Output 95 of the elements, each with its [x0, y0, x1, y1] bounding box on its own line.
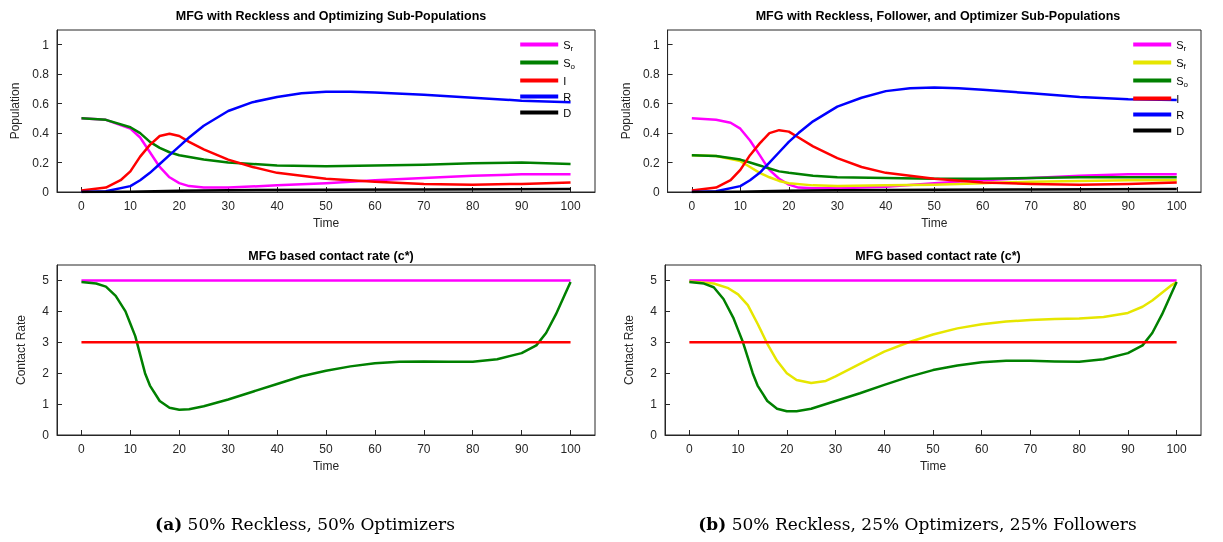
x-axis-title: Time [919, 458, 947, 473]
x-tick-label: 100 [1166, 442, 1187, 456]
y-tick-label: 2 [42, 366, 50, 381]
x-tick-label: 40 [879, 199, 893, 213]
x-tick-label: 90 [514, 199, 529, 213]
x-tick-label: 40 [877, 442, 892, 456]
x-tick-label: 10 [123, 442, 138, 456]
x-tick-label: 50 [319, 442, 333, 456]
y-axis-title: Population [619, 82, 633, 140]
x-tick-label: 40 [270, 442, 285, 456]
y-tick-label: 0 [42, 185, 50, 199]
x-tick-label: 70 [417, 199, 431, 213]
x-tick-label: 20 [780, 442, 794, 456]
x-tick-label: 70 [417, 442, 431, 456]
chart-title: MFG with Reckless, Follower, and Optimizer Sub-Populations [755, 8, 1121, 23]
x-tick-label: 50 [319, 199, 333, 213]
y-axis-title: Population [8, 82, 23, 140]
line-series [80, 132, 572, 192]
x-tick-label: 100 [1166, 199, 1188, 213]
x-tick-label: 60 [976, 199, 990, 213]
x-tick-label: 10 [731, 442, 746, 456]
x-tick-label: 60 [368, 442, 382, 456]
y-tick-label: 0.6 [32, 96, 50, 111]
y-tick-label: 4 [42, 304, 50, 319]
legend-label: R [1176, 108, 1185, 121]
x-tick-label: 20 [172, 199, 187, 213]
x-tick-label: 0 [688, 199, 696, 213]
y-tick-label: 0.2 [642, 155, 660, 170]
y-tick-label: 4 [650, 304, 658, 319]
y-tick-label: 0 [42, 428, 50, 442]
x-tick-label: 20 [782, 199, 796, 213]
y-tick-label: 3 [650, 335, 658, 350]
y-tick-label: 3 [42, 335, 50, 350]
y-tick-label: 5 [42, 273, 50, 288]
y-tick-label: 0.8 [32, 67, 50, 82]
x-tick-label: 0 [686, 442, 694, 456]
x-tick-label: 10 [123, 199, 138, 213]
x-tick-label: 60 [975, 442, 989, 456]
x-tick-label: 70 [1023, 442, 1038, 456]
x-axis-title: Time [312, 458, 340, 473]
x-tick-label: 0 [78, 199, 86, 213]
x-tick-label: 20 [172, 442, 187, 456]
y-tick-label: 1 [42, 37, 50, 52]
y-axis-title: Contact Rate [14, 314, 28, 386]
x-tick-label: 30 [221, 199, 236, 213]
x-tick-label: 80 [466, 442, 480, 456]
line-series [688, 280, 1178, 413]
x-tick-label: 40 [270, 199, 285, 213]
y-tick-label: 1 [650, 397, 658, 412]
y-tick-label: 1 [652, 37, 660, 52]
x-tick-label: 0 [78, 442, 86, 456]
line-series [690, 153, 1178, 180]
x-tick-label: 80 [466, 199, 480, 213]
x-tick-label: 100 [560, 199, 581, 213]
y-tick-label: 0 [650, 428, 658, 442]
y-tick-label: 0.8 [642, 67, 660, 82]
x-tick-label: 80 [1072, 442, 1087, 456]
x-axis-title: Time [312, 215, 340, 230]
y-tick-label: 0.4 [32, 126, 50, 141]
line-series [80, 117, 572, 168]
x-tick-label: 90 [1121, 442, 1135, 456]
y-axis-title: Contact Rate [622, 314, 636, 386]
x-tick-label: 30 [221, 442, 236, 456]
line-series [688, 280, 1178, 385]
chart-title: MFG based contact rate (c*) [248, 248, 414, 263]
legend-label: D [1176, 124, 1185, 137]
y-tick-label: 0.4 [642, 126, 660, 141]
x-tick-label: 80 [1073, 199, 1087, 213]
x-tick-label: 10 [733, 199, 748, 213]
legend-label: I [1176, 92, 1180, 105]
x-tick-label: 60 [368, 199, 382, 213]
chart-title: MFG based contact rate (c*) [855, 248, 1021, 263]
x-tick-label: 50 [927, 199, 942, 213]
legend-label: D [563, 106, 572, 119]
x-tick-label: 90 [1121, 199, 1136, 213]
text: (b) 50% Reckless, 25% Optimizers, 25% Followers [698, 513, 1137, 534]
x-tick-label: 100 [560, 442, 581, 456]
x-tick-label: 70 [1024, 199, 1039, 213]
y-tick-label: 0.2 [32, 155, 50, 170]
y-tick-label: 5 [650, 273, 658, 288]
legend-label: I [563, 74, 567, 87]
x-tick-label: 30 [830, 199, 845, 213]
y-tick-label: 2 [650, 366, 658, 381]
legend-label: R [563, 90, 572, 103]
x-tick-label: 90 [514, 442, 529, 456]
chart-title: MFG with Reckless and Optimizing Sub-Populations [175, 8, 487, 23]
text: (a) 50% Reckless, 50% Optimizers [155, 513, 455, 534]
y-tick-label: 0 [652, 185, 660, 199]
y-tick-label: 0.6 [642, 96, 660, 111]
line-series [80, 280, 572, 411]
x-tick-label: 30 [828, 442, 843, 456]
x-tick-label: 50 [926, 442, 940, 456]
y-tick-label: 1 [42, 397, 50, 412]
x-axis-title: Time [921, 215, 948, 230]
line-series [690, 128, 1178, 192]
